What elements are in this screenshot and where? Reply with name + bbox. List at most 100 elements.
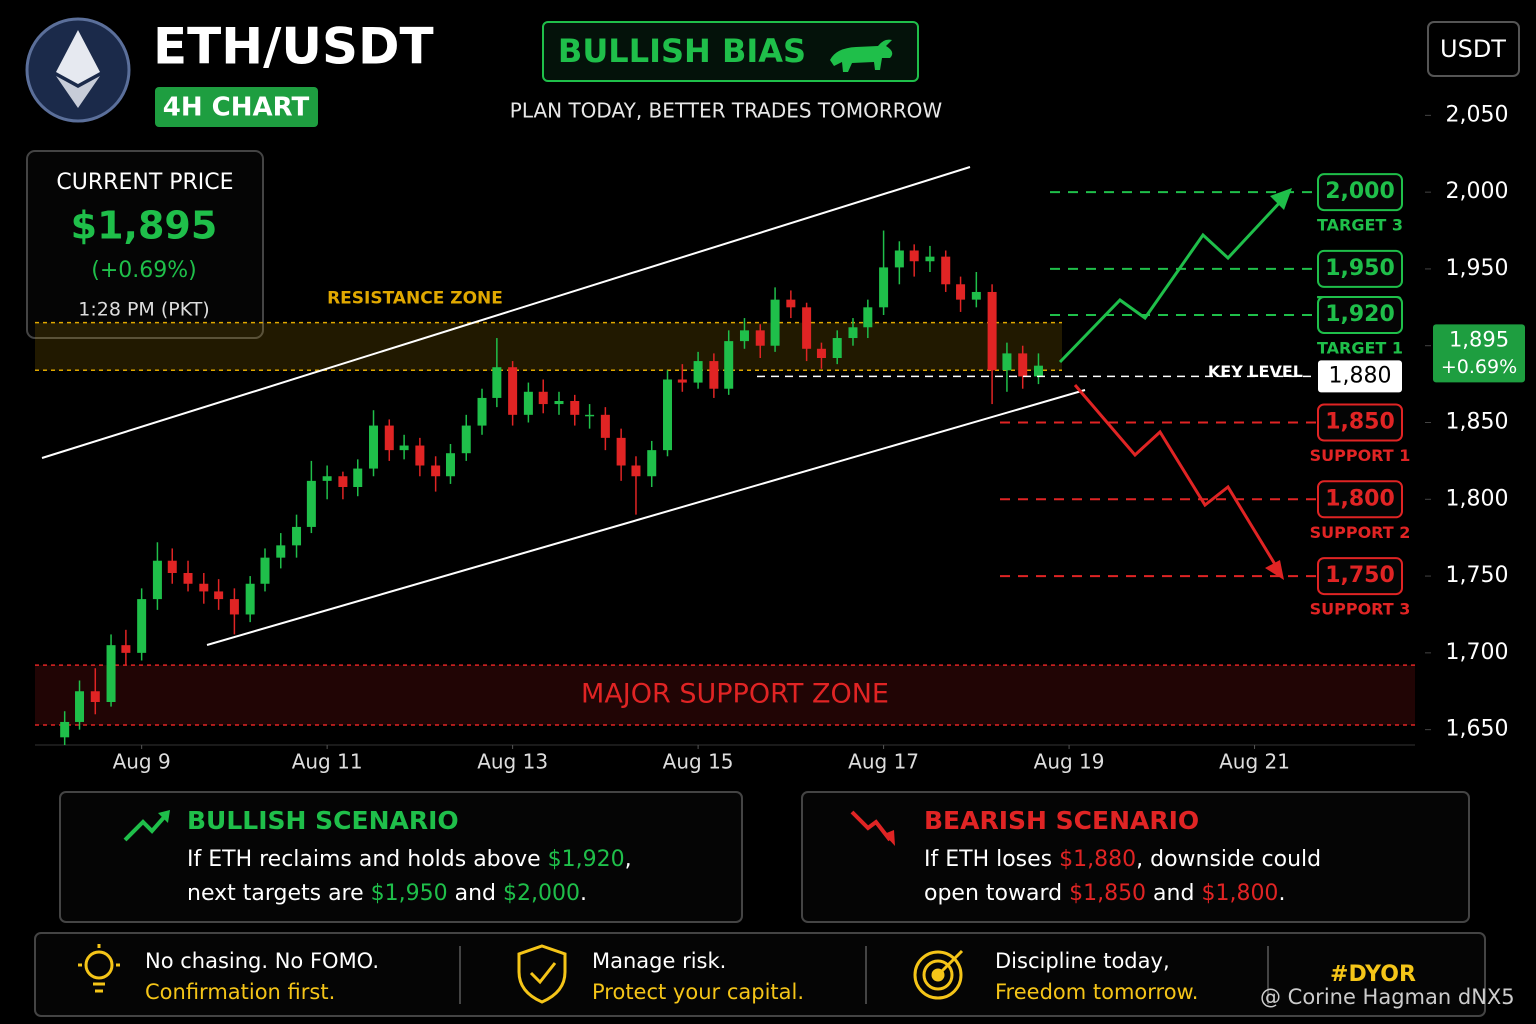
candle-body (338, 476, 348, 487)
bullish-title: BULLISH SCENARIO (187, 806, 459, 835)
bearish-card (801, 791, 1470, 923)
candle-body (538, 391, 548, 405)
candle-body (570, 401, 580, 415)
candle-body (709, 361, 719, 389)
eth-logo (25, 17, 131, 123)
text: open toward (924, 881, 1069, 906)
bullish-arrowhead (1270, 188, 1292, 210)
level-name: SUPPORT 3 (1310, 600, 1411, 619)
text: . (580, 881, 587, 906)
level-box (1317, 173, 1403, 212)
candle-body (492, 367, 502, 398)
watermark: @ Corine Hagman dNX5 (1260, 985, 1515, 1009)
bias-badge (542, 21, 919, 82)
bullish-icon-head (158, 810, 170, 823)
candle-body (121, 645, 131, 653)
x-tick-label: Aug 13 (477, 750, 548, 774)
candle-body (1018, 353, 1028, 377)
zone-label: RESISTANCE ZONE (327, 289, 503, 309)
candle-body (415, 445, 425, 466)
level-label: 1,850 (1325, 410, 1395, 435)
level-label: 1,750 (1325, 563, 1395, 588)
candle-body (956, 284, 966, 300)
tip-line: Manage risk. (592, 949, 726, 973)
candle-body (152, 560, 162, 600)
candle-body (477, 397, 487, 426)
target-icon (913, 949, 964, 1000)
level-name: SUPPORT 2 (1310, 523, 1411, 542)
bearish-icon-head (884, 830, 895, 846)
candle-body (369, 425, 379, 469)
key-level-label: 1,880 (1329, 363, 1392, 388)
candle-body (848, 327, 858, 339)
tip-line: Discipline today, (995, 949, 1170, 973)
x-tick-label: Aug 9 (113, 750, 171, 774)
candle-body (600, 414, 610, 438)
level-label: 1,800 (1325, 486, 1395, 511)
zone-label: MAJOR SUPPORT ZONE (581, 679, 889, 710)
text: , (625, 847, 632, 872)
candle-body (199, 583, 209, 592)
shield-icon (517, 944, 567, 1004)
candle-body (663, 379, 672, 451)
price: $1,920 (548, 847, 625, 872)
price: $1,950 (371, 881, 448, 906)
tip-line: No chasing. No FOMO. (145, 949, 379, 973)
text: . (1278, 881, 1285, 906)
candle-body (461, 425, 471, 454)
candle-body (260, 557, 270, 584)
level-box (1317, 296, 1403, 334)
channel-lower (206, 389, 1086, 646)
price-card-title: CURRENT PRICE (56, 170, 233, 195)
level-label: 2,000 (1325, 179, 1395, 204)
x-tick-label: Aug 21 (1219, 750, 1290, 774)
zone (35, 322, 1062, 371)
chart: RESISTANCE ZONE MAJOR SUPPORT ZONE Aug 9 Au… (35, 102, 1525, 774)
candle-body (554, 401, 564, 405)
bias: BULLISH BIAS (558, 32, 806, 70)
candle-body (585, 414, 595, 417)
candle-body (647, 450, 657, 477)
last-price: 1,895 (1449, 327, 1509, 351)
candle-body (523, 391, 533, 415)
candle-body (508, 367, 518, 415)
bearish-arrowhead (1265, 560, 1284, 580)
candle-body (925, 256, 935, 262)
level-box (1317, 480, 1403, 519)
bearish-icon (850, 810, 892, 842)
price: $1,880 (1059, 847, 1136, 872)
text: , downside could (1136, 847, 1321, 872)
candle-body (384, 425, 394, 451)
level-name: SUPPORT 1 (1310, 446, 1411, 465)
level-name: TARGET 1 (1317, 339, 1403, 358)
level-box (1317, 249, 1403, 288)
price-card (26, 150, 264, 339)
text: If ETH reclaims and holds above (187, 847, 548, 872)
candle-body (353, 468, 363, 487)
candle-body (322, 476, 332, 481)
channel-upper (41, 166, 971, 459)
currency: USDT (1440, 35, 1506, 63)
price-time: 1:28 PM (PKT) (78, 299, 209, 321)
text: and (448, 881, 503, 906)
candle-body (832, 338, 842, 358)
x-tick-label: Aug 15 (663, 750, 734, 774)
bulb-icon (78, 944, 120, 993)
bullish-path (1058, 198, 1284, 364)
hashtag: #DYOR (1330, 962, 1416, 987)
candle-body (909, 250, 919, 262)
candle-body (755, 330, 765, 346)
candle-body (137, 599, 147, 653)
candle-body (445, 453, 455, 477)
tagline: PLAN TODAY, BETTER TRADES TOMORROW (510, 99, 943, 123)
candle-body (693, 361, 703, 383)
price: $1,850 (1069, 881, 1146, 906)
key-level-name: KEY LEVEL (1208, 362, 1303, 381)
candle-body (214, 591, 224, 600)
current-price: $1,895 (71, 204, 218, 248)
y-tick-label: 1,850 (1446, 410, 1509, 435)
bullish-line: If ETH reclaims and holds above $1,920, (187, 847, 632, 872)
y-tick-label: 1,750 (1446, 563, 1509, 588)
bullish-icon (123, 813, 168, 842)
